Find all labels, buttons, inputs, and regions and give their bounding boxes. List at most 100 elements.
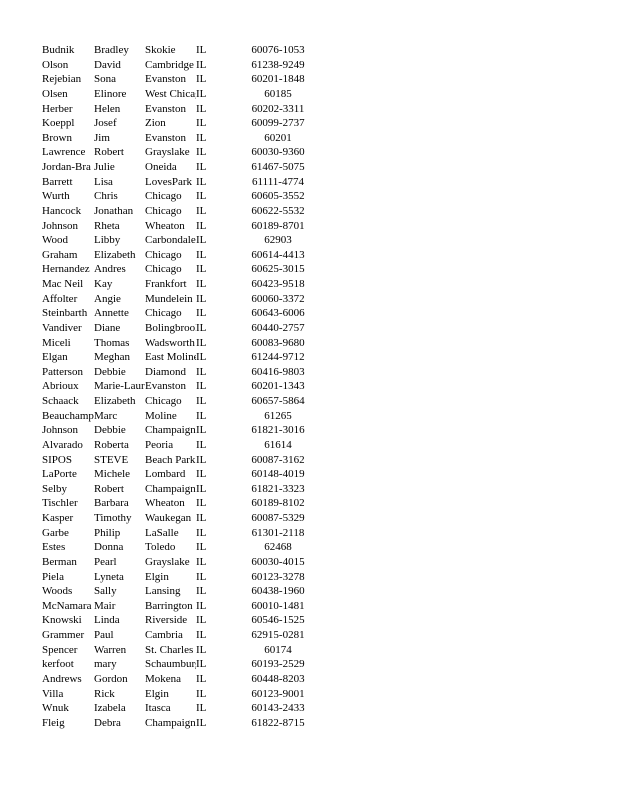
zip-cell: 60060-3372	[251, 292, 305, 305]
zip-cell: 60201	[264, 131, 292, 144]
state-cell: IL	[196, 687, 207, 700]
state-cell: IL	[196, 190, 207, 203]
state-cell: IL	[196, 73, 207, 86]
zip-cell: 60076-1053	[251, 44, 305, 56]
zip-cell: 60148-4019	[251, 468, 305, 481]
city-cell: Barrington	[145, 599, 193, 612]
city-cell: Chicago	[145, 248, 182, 261]
city-cell: Riverside	[145, 614, 188, 627]
zip-cell: 61614	[264, 438, 292, 451]
city-cell: Diamond	[145, 365, 186, 378]
last-name-cell: Berman	[42, 555, 77, 568]
first-name-cell: Timothy	[94, 512, 132, 524]
state-cell: IL	[196, 117, 207, 130]
first-name-cell: Rheta	[94, 219, 120, 232]
first-name-cell: Gordon	[94, 672, 128, 685]
first-name-cell: Libby	[94, 234, 121, 247]
state-cell: IL	[196, 409, 207, 422]
first-name-cell: Julie	[94, 161, 115, 173]
first-name-cell: Paul	[94, 629, 114, 641]
zip-cell: 60123-3278	[251, 570, 305, 583]
zip-cell: 62468	[264, 541, 292, 554]
state-cell: IL	[196, 175, 207, 188]
first-name-cell: Mair	[94, 599, 116, 612]
zip-cell: 60416-9803	[251, 365, 305, 378]
state-cell: IL	[196, 278, 207, 290]
state-cell: IL	[196, 336, 207, 349]
zip-cell: 60087-5329	[251, 512, 305, 524]
last-name-cell: Mac Neil	[42, 278, 84, 290]
zip-cell: 60643-6006	[251, 307, 305, 320]
zip-cell: 61265	[264, 409, 292, 422]
last-name-cell: Wnuk	[42, 702, 69, 715]
first-name-cell: Marie-Laure	[94, 380, 145, 393]
zip-cell: 60201-1848	[251, 73, 305, 86]
state-cell: IL	[196, 44, 207, 56]
state-cell: IL	[196, 380, 207, 393]
city-cell: Frankfort	[145, 278, 187, 290]
last-name-cell: Steinbarth	[42, 307, 88, 320]
first-name-cell: Debbie	[94, 365, 126, 378]
first-name-cell: Izabela	[94, 702, 126, 715]
last-name-cell: Jordan-Bra	[42, 161, 91, 173]
first-name-cell: Roberta	[94, 438, 129, 451]
last-name-cell: Schaack	[42, 395, 79, 407]
city-cell: Chicago	[145, 307, 182, 320]
first-name-cell: Bradley	[94, 44, 129, 56]
zip-cell: 61467-5075	[251, 161, 305, 173]
city-cell: LovesPark	[145, 175, 193, 188]
city-cell: Bolingbrook	[145, 321, 196, 334]
state-cell: IL	[196, 497, 207, 510]
state-cell: IL	[196, 599, 207, 612]
last-name-cell: Kasper	[42, 512, 74, 524]
zip-cell: 60202-3311	[251, 102, 305, 115]
first-name-cell: Jonathan	[94, 204, 134, 217]
first-name-cell: Lisa	[94, 175, 113, 188]
first-name-cell: Helen	[94, 102, 121, 115]
state-cell: IL	[196, 146, 207, 159]
last-name-cell: Spencer	[42, 643, 78, 656]
first-name-cell: Lyneta	[94, 570, 124, 583]
first-name-cell: Debra	[94, 716, 121, 729]
first-name-cell: Annette	[94, 307, 129, 320]
zip-cell: 60185	[264, 87, 292, 100]
city-cell: Champaign	[145, 716, 196, 729]
last-name-cell: Miceli	[42, 336, 71, 349]
state-cell: IL	[196, 131, 207, 144]
state-cell: IL	[196, 468, 207, 481]
state-cell: IL	[196, 512, 207, 524]
first-name-cell: Debbie	[94, 424, 126, 437]
zip-cell: 62915-0281	[251, 629, 305, 641]
city-cell: Elgin	[145, 687, 169, 700]
city-cell: Moline	[145, 409, 177, 422]
first-name-cell: Philip	[94, 526, 121, 539]
last-name-cell: SIPOS	[42, 453, 72, 466]
city-cell: Champaign	[145, 424, 196, 437]
city-cell: Wheaton	[145, 497, 185, 510]
state-cell: IL	[196, 351, 207, 364]
first-name-cell: David	[94, 58, 121, 71]
first-name-cell: Josef	[94, 117, 117, 130]
last-name-cell: Lawrence	[42, 146, 86, 159]
city-cell: Evanston	[145, 131, 186, 144]
state-cell: IL	[196, 526, 207, 539]
city-cell: Lombard	[145, 468, 186, 481]
last-name-cell: Villa	[42, 687, 64, 700]
last-name-cell: Wood	[42, 234, 69, 247]
state-cell: IL	[196, 672, 207, 685]
last-name-cell: LaPorte	[42, 468, 77, 481]
first-name-cell: Sona	[94, 73, 116, 86]
first-name-cell: Thomas	[94, 336, 130, 349]
city-cell: Chicago	[145, 204, 182, 217]
state-cell: IL	[196, 292, 207, 305]
last-name-cell: Grammer	[42, 629, 85, 641]
state-cell: IL	[196, 570, 207, 583]
last-name-cell: kerfoot	[42, 658, 74, 671]
zip-cell: 60438-1960	[251, 585, 305, 598]
state-cell: IL	[196, 161, 207, 173]
last-name-cell: Abrioux	[42, 380, 79, 393]
first-name-cell: Jim	[94, 131, 110, 144]
city-cell: East Moline	[145, 351, 196, 364]
zip-cell: 61111-4774	[252, 175, 304, 188]
zip-cell: 60622-5532	[251, 204, 305, 217]
